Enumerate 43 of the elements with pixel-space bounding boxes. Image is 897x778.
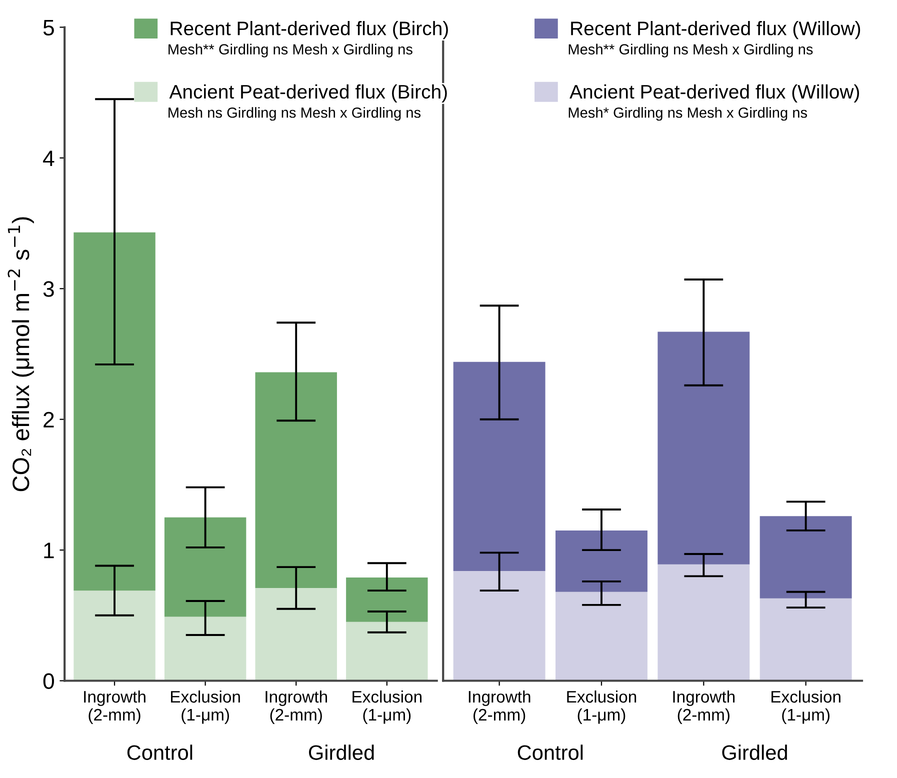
bar — [164, 517, 246, 617]
x-tick-label: Ingrowth (2-mm) — [673, 690, 735, 724]
legend-label: Ancient Peat-derived flux (Birch) — [169, 84, 447, 102]
y-axis-title: CO₂ efflux (μmol m$^{−2}$ s$^{−1}$) — [8, 217, 34, 492]
bar — [658, 332, 750, 564]
bar — [453, 362, 546, 571]
x-tick-label: Ingrowth (2-mm) — [468, 690, 530, 724]
y-tick-label: 1 — [44, 542, 54, 558]
bar — [556, 592, 648, 681]
bar — [346, 577, 428, 622]
legend-label: Recent Plant-derived flux (Birch) — [170, 21, 448, 40]
bar — [760, 516, 852, 598]
legend-label: Recent Plant-derived flux (Willow) — [571, 21, 860, 40]
legend-label: Ancient Peat-derived flux (Willow) — [570, 84, 860, 102]
x-tick-label: Ingrowth (2-mm) — [266, 690, 327, 724]
bar — [346, 622, 428, 681]
x-tick-label: Exclusion (1-μm) — [772, 690, 840, 724]
bar — [74, 590, 156, 681]
bar — [164, 616, 246, 681]
annotation: Mesh* Girdling ns Mesh x Girdling ns — [568, 107, 808, 121]
text: Control — [127, 744, 192, 760]
x-tick-label: Exclusion (1-μm) — [171, 690, 240, 724]
bar — [556, 530, 648, 592]
bar — [255, 588, 337, 681]
bar — [74, 232, 156, 591]
bar — [658, 564, 750, 681]
annotation: Mesh ns Girdling ns Mesh x Girdling ns — [168, 107, 421, 121]
bar — [453, 570, 546, 681]
bar — [255, 372, 337, 588]
x-tick-label: Exclusion (1-μm) — [567, 690, 636, 724]
x-tick-label: Ingrowth (2-mm) — [84, 690, 146, 724]
text: Control — [518, 744, 583, 760]
x-tick-label: Exclusion (1-μm) — [352, 690, 422, 724]
text: Girdled — [722, 744, 787, 760]
annotation: Mesh** Girdling ns Mesh x Girdling ns — [568, 44, 813, 58]
y-tick-label: 4 — [43, 150, 54, 166]
y-tick-label: 0 — [43, 673, 54, 690]
bar — [760, 598, 852, 681]
y-tick-label: 2 — [44, 412, 54, 428]
y-tick-label: 3 — [43, 281, 54, 297]
annotation: Mesh** Girdling ns Mesh x Girdling ns — [168, 44, 412, 58]
text: Girdled — [308, 744, 374, 760]
y-tick-label: 5 — [43, 20, 54, 36]
